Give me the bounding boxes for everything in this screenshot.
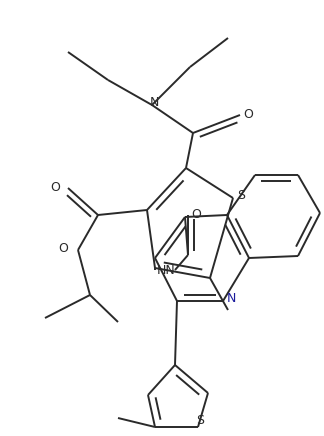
Text: N: N [226, 292, 236, 304]
Text: S: S [196, 415, 204, 428]
Text: O: O [50, 181, 60, 194]
Text: N: N [149, 95, 159, 109]
Text: O: O [191, 208, 201, 221]
Text: S: S [237, 190, 245, 202]
Text: O: O [243, 109, 253, 122]
Text: O: O [58, 242, 68, 255]
Text: HN: HN [157, 263, 176, 276]
